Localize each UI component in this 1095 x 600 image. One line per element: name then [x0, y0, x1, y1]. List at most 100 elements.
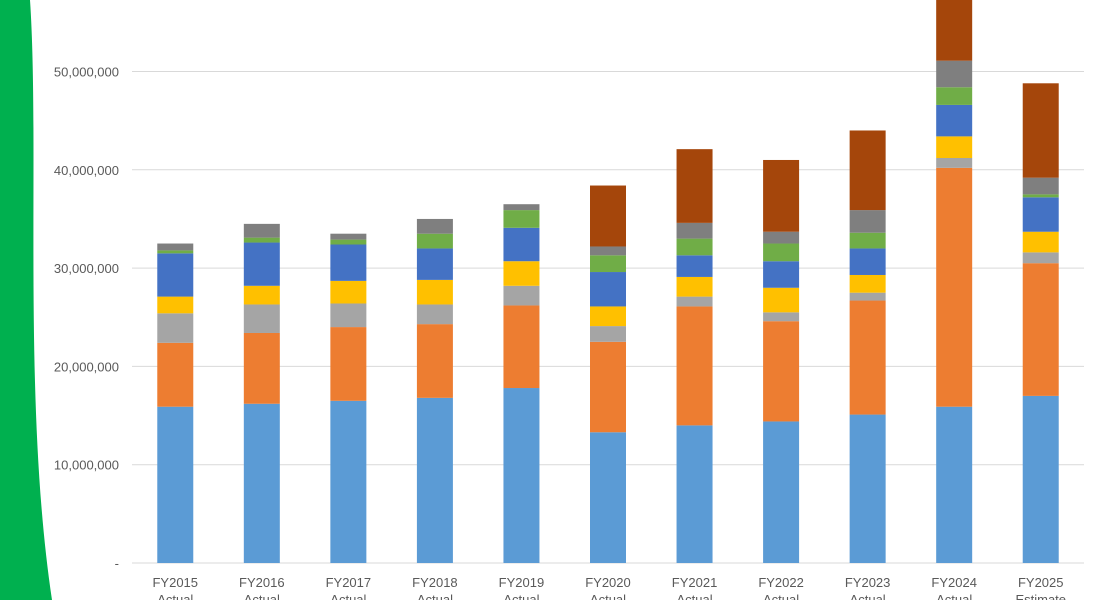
bar-segment-FY2018-s3	[416, 304, 453, 325]
x-tick-label: FY2021	[672, 575, 718, 590]
bar-segment-FY2019-s1	[503, 388, 540, 563]
bar-segment-FY2024-s1	[936, 406, 973, 563]
bar-segment-FY2015-s7	[157, 243, 194, 251]
bar-segment-FY2020-s7	[590, 246, 626, 256]
bar-segment-FY2024-s6	[936, 87, 973, 105]
bar-segment-FY2023-s4	[849, 274, 886, 293]
bar-segment-FY2018-s7	[416, 218, 453, 234]
y-tick-label: 50,000,000	[54, 65, 119, 80]
x-tick-sublabel: Actual	[676, 592, 712, 600]
bar-segment-FY2020-s5	[590, 272, 626, 307]
bar-segment-FY2023-s8	[849, 130, 886, 211]
y-tick-label: 40,000,000	[54, 163, 119, 178]
bar-segment-FY2016-s2	[243, 332, 280, 404]
bar-segment-FY2023-s1	[849, 414, 886, 563]
bar-segment-FY2021-s2	[676, 306, 713, 426]
bar-segment-FY2022-s6	[763, 243, 800, 262]
bar-segment-FY2023-s5	[849, 248, 886, 275]
bar-segment-FY2025-s8	[1022, 83, 1059, 178]
bar-segment-FY2025-s5	[1022, 197, 1059, 232]
bar-segment-FY2019-s6	[503, 210, 540, 228]
x-tick-sublabel: Actual	[850, 592, 886, 600]
bar-segment-FY2025-s6	[1022, 194, 1059, 198]
bar-segment-FY2022-s8	[763, 159, 800, 232]
bar-segment-FY2025-s2	[1022, 263, 1059, 396]
bar-segment-FY2023-s6	[849, 232, 886, 249]
bar-segment-FY2021-s8	[676, 149, 713, 223]
bar-segment-FY2021-s7	[676, 222, 713, 239]
bar-segment-FY2024-s7	[936, 60, 973, 88]
bar-segment-FY2019-s3	[503, 285, 540, 306]
bar-segment-FY2022-s5	[763, 261, 800, 288]
bar-segment-FY2025-s1	[1022, 395, 1059, 563]
x-tick-label: FY2024	[931, 575, 977, 590]
x-tick-sublabel: Actual	[936, 592, 972, 600]
x-tick-sublabel: Actual	[330, 592, 366, 600]
y-tick-label: 20,000,000	[54, 359, 119, 374]
bar-segment-FY2019-s4	[503, 261, 540, 286]
x-tick-sublabel: Actual	[244, 592, 280, 600]
x-tick-sublabel: Actual	[763, 592, 799, 600]
bar-segment-FY2015-s3	[157, 313, 194, 343]
y-tick-label: 10,000,000	[54, 458, 119, 473]
bar-segment-FY2017-s7	[330, 233, 367, 240]
bar-segment-FY2022-s2	[763, 321, 800, 422]
bar-segment-FY2020-s3	[590, 326, 626, 342]
bar-segment-FY2017-s5	[330, 244, 367, 281]
x-tick-label: FY2018	[412, 575, 458, 590]
bar-segment-FY2023-s3	[849, 292, 886, 301]
bar-segment-FY2021-s1	[676, 425, 713, 563]
bar-segment-FY2015-s1	[157, 406, 194, 563]
bar-segment-FY2020-s1	[590, 432, 626, 563]
y-tick-label: 30,000,000	[54, 261, 119, 276]
y-tick-label: -	[115, 556, 119, 571]
x-tick-label: FY2015	[152, 575, 198, 590]
bar-segment-FY2018-s5	[416, 248, 453, 280]
bar-segment-FY2022-s1	[763, 421, 800, 563]
bar-segment-FY2016-s3	[243, 304, 280, 333]
bar-segment-FY2018-s2	[416, 324, 453, 398]
bar-segment-FY2015-s5	[157, 253, 194, 297]
x-tick-label: FY2016	[239, 575, 285, 590]
bar-segment-FY2016-s4	[243, 285, 280, 305]
bar-segment-FY2020-s6	[590, 255, 626, 273]
x-tick-label: FY2022	[758, 575, 804, 590]
bar-segment-FY2022-s3	[763, 312, 800, 322]
bar-segment-FY2024-s3	[936, 158, 973, 168]
bar-segment-FY2017-s4	[330, 280, 367, 304]
x-tick-sublabel: Estimate	[1015, 592, 1066, 600]
bar-segment-FY2019-s5	[503, 227, 540, 262]
bar-segment-FY2022-s7	[763, 231, 800, 244]
bar-segment-FY2023-s2	[849, 300, 886, 415]
bar-segment-FY2015-s6	[157, 250, 194, 254]
bar-segment-FY2015-s2	[157, 342, 194, 407]
bar-segment-FY2017-s1	[330, 400, 367, 563]
x-axis: FY2015 Actual FY2016 Actual FY2017 Actual FY20…	[152, 575, 1066, 600]
x-tick-sublabel: Actual	[590, 592, 626, 600]
bar-segment-FY2018-s4	[416, 279, 453, 305]
x-tick-sublabel: Actual	[503, 592, 539, 600]
bar-segment-FY2016-s7	[243, 223, 280, 238]
x-tick-label: FY2020	[585, 575, 631, 590]
bar-segment-FY2025-s4	[1022, 231, 1059, 253]
bar-segment-FY2019-s2	[503, 305, 540, 389]
bar-segment-FY2016-s6	[243, 237, 280, 243]
bar-segment-FY2024-s5	[936, 104, 973, 137]
bar-segment-FY2021-s5	[676, 255, 713, 277]
bar-segment-FY2016-s5	[243, 242, 280, 286]
bar-segment-FY2021-s3	[676, 296, 713, 307]
bar-segment-FY2017-s6	[330, 239, 367, 245]
x-tick-label: FY2017	[326, 575, 372, 590]
bar-segment-FY2025-s7	[1022, 177, 1059, 195]
bar-segment-FY2024-s2	[936, 167, 973, 407]
bar-segment-FY2017-s2	[330, 327, 367, 401]
bar-segment-FY2024-s8	[936, 0, 973, 61]
bar-segment-FY2017-s3	[330, 303, 367, 328]
bar-segment-FY2020-s4	[590, 306, 626, 327]
bar-segment-FY2021-s4	[676, 276, 713, 297]
bar-segment-FY2023-s7	[849, 210, 886, 233]
x-tick-label: FY2023	[845, 575, 891, 590]
x-tick-sublabel: Actual	[417, 592, 453, 600]
